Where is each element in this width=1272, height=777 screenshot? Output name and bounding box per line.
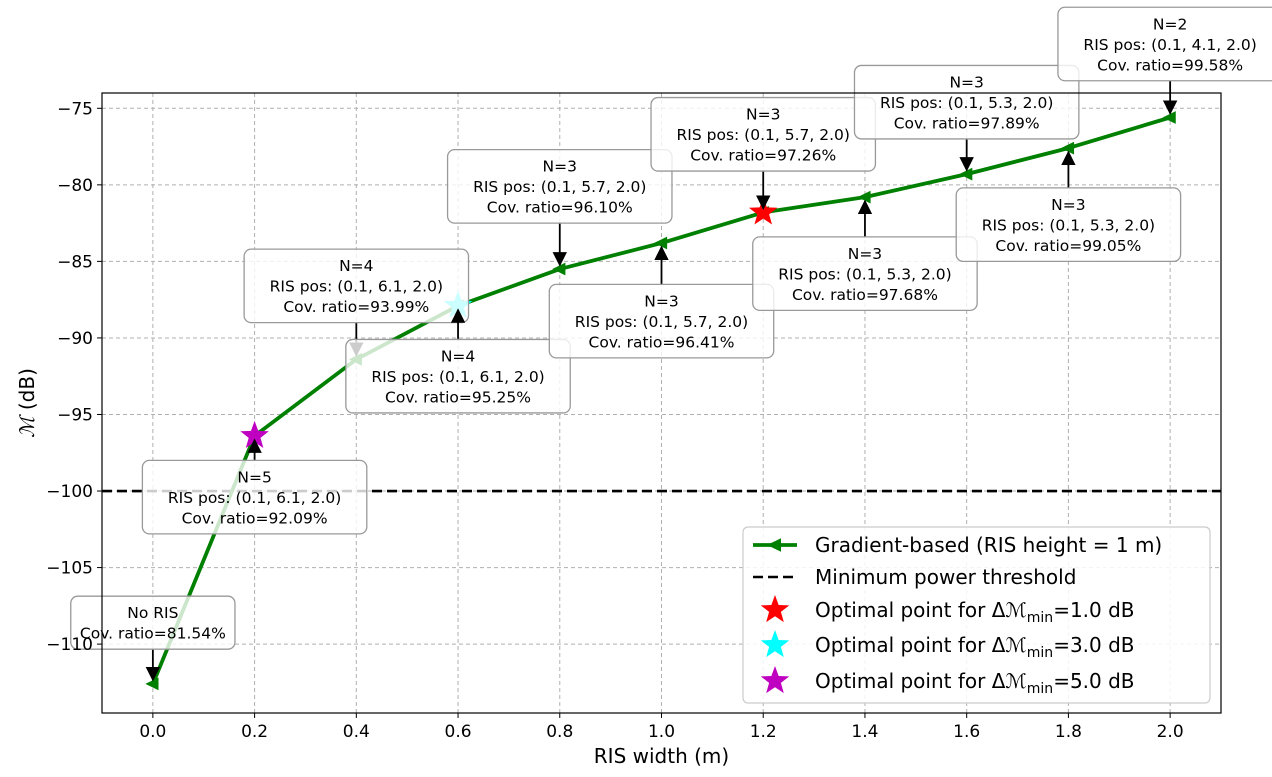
annotation-text: Cov. ratio=99.58% <box>1097 56 1243 74</box>
annotation: N=3 RIS pos: (0.1, 5.7, 2.0) Cov. ratio=96… <box>548 245 775 359</box>
x-tick-label: 1.4 <box>851 722 878 742</box>
annotation: N=4 RIS pos: (0.1, 6.1, 2.0) Cov. ratio=93… <box>243 248 470 357</box>
annotation-text: RIS pos: (0.1, 5.3, 2.0) <box>982 216 1155 234</box>
annotation-box <box>853 64 1080 140</box>
annotation-text: RIS pos: (0.1, 4.1, 2.0) <box>1083 36 1256 54</box>
series-point <box>552 262 566 276</box>
x-tick-label: 1.8 <box>1055 722 1082 742</box>
annotation-box <box>446 148 673 224</box>
annotation-text: N=3 <box>543 158 577 176</box>
annotation-text: N=2 <box>1153 15 1187 33</box>
annotation: N=2 RIS pos: (0.1, 4.1, 2.0) Cov. ratio=99… <box>1057 6 1272 115</box>
optimal-point-star <box>240 420 269 449</box>
legend-star <box>760 630 790 658</box>
x-tick-label: 1.2 <box>750 722 777 742</box>
x-tick-label: 0.0 <box>139 722 166 742</box>
annotation: N=4 RIS pos: (0.1, 6.1, 2.0) Cov. ratio=95… <box>345 308 571 414</box>
annotation-box <box>141 459 368 535</box>
legend-label-optimal: Optimal point for Δℳmin=1.0 dB <box>815 598 1135 626</box>
series-point <box>1060 141 1075 155</box>
annotation-text: Cov. ratio=92.09% <box>182 509 328 527</box>
x-tick-label: 2.0 <box>1157 722 1184 742</box>
series-point <box>959 167 973 181</box>
annotation-text: Cov. ratio=96.41% <box>589 333 735 351</box>
annotation-text: RIS pos: (0.1, 6.1, 2.0) <box>270 278 443 296</box>
annotation-text: N=5 <box>237 468 271 486</box>
annotation-box <box>752 236 978 312</box>
y-tick-label: −75 <box>57 99 93 119</box>
annotation-box <box>345 338 571 414</box>
annotation-text: Cov. ratio=97.68% <box>792 286 938 304</box>
legend-label-threshold: Minimum power threshold <box>815 565 1076 589</box>
annotation: N=5 RIS pos: (0.1, 6.1, 2.0) Cov. ratio=92… <box>141 438 368 535</box>
legend-star <box>760 666 790 694</box>
annotation-text: Cov. ratio=81.54% <box>80 625 226 643</box>
annotation-text: N=3 <box>848 245 882 263</box>
annotation-box <box>548 283 775 359</box>
annotation: N=3 RIS pos: (0.1, 5.3, 2.0) Cov. ratio=97… <box>853 64 1080 172</box>
x-tick-label: 0.8 <box>546 722 573 742</box>
annotation-text: Cov. ratio=97.89% <box>894 114 1040 132</box>
annotation-text: RIS pos: (0.1, 6.1, 2.0) <box>168 489 341 507</box>
annotation-text: RIS pos: (0.1, 6.1, 2.0) <box>371 368 544 386</box>
annotation-text: N=3 <box>949 73 983 91</box>
annotation: N=3 RIS pos: (0.1, 5.7, 2.0) Cov. ratio=97… <box>650 96 877 210</box>
y-axis-unit: (dB) <box>15 368 39 416</box>
x-axis-label: RIS width (m) <box>594 744 729 768</box>
annotation-text: Cov. ratio=96.10% <box>487 199 633 217</box>
annotation-text: RIS pos: (0.1, 5.3, 2.0) <box>880 94 1053 112</box>
annotation-text: N=3 <box>1051 196 1085 214</box>
legend-star <box>760 595 790 623</box>
annotation-text: Cov. ratio=93.99% <box>283 298 429 316</box>
annotation-text: N=4 <box>339 257 373 275</box>
legend: Gradient-based (RIS height = 1 m) Minimum… <box>742 526 1211 704</box>
annotation-text: RIS pos: (0.1, 5.7, 2.0) <box>677 126 850 144</box>
y-tick-label: −105 <box>46 559 93 579</box>
y-axis-symbol: ℳ <box>15 414 39 438</box>
legend-label-optimal: Optimal point for Δℳmin=3.0 dB <box>815 633 1135 661</box>
series-point <box>857 190 871 204</box>
series-point <box>145 677 159 691</box>
annotation-text: RIS pos: (0.1, 5.3, 2.0) <box>778 265 951 283</box>
annotation-text: Cov. ratio=99.05% <box>995 237 1141 255</box>
legend-label-optimal: Optimal point for Δℳmin=5.0 dB <box>815 669 1135 697</box>
series-point <box>1162 111 1176 124</box>
annotation: N=3 RIS pos: (0.1, 5.7, 2.0) Cov. ratio=96… <box>446 148 673 267</box>
annotation-box <box>70 595 236 650</box>
y-tick-label: −110 <box>46 635 93 655</box>
y-tick-label: −100 <box>46 482 93 502</box>
legend-label-series: Gradient-based (RIS height = 1 m) <box>815 533 1162 557</box>
x-tick-label: 1.0 <box>648 722 675 742</box>
y-axis-label: ℳ (dB) <box>15 368 39 438</box>
optimal-point-star <box>748 197 778 225</box>
annotation-text: No RIS <box>127 604 178 622</box>
annotation-text: RIS pos: (0.1, 5.7, 2.0) <box>575 313 748 331</box>
annotation-text: N=3 <box>644 292 678 310</box>
annotations: No RIS Cov. ratio=81.54% N=5 RIS pos: (0.1,… <box>70 6 1272 682</box>
x-tick-label: 0.2 <box>241 722 268 742</box>
annotation: N=3 RIS pos: (0.1, 5.3, 2.0) Cov. ratio=99… <box>955 150 1182 263</box>
annotation-box <box>243 248 470 324</box>
annotation: No RIS Cov. ratio=81.54% <box>70 595 236 682</box>
legend-box <box>742 526 1211 704</box>
annotation-text: N=3 <box>746 106 780 124</box>
x-tick-label: 0.6 <box>445 722 472 742</box>
annotation-box <box>1057 6 1272 82</box>
legend-series-marker <box>767 538 781 552</box>
y-tick-label: −80 <box>57 176 93 196</box>
y-tick-label: −90 <box>57 329 93 349</box>
annotation: N=3 RIS pos: (0.1, 5.3, 2.0) Cov. ratio=97… <box>752 199 978 312</box>
x-tick-label: 1.6 <box>953 722 980 742</box>
axis-ticks: 0.0 0.2 0.4 0.6 0.8 1.0 1.2 1.4 1.6 1.8 2.0 −110 −10… <box>46 99 1183 742</box>
x-tick-label: 0.4 <box>343 722 370 742</box>
annotation-text: Cov. ratio=95.25% <box>385 388 531 406</box>
annotation-text: N=4 <box>441 347 475 365</box>
annotation-text: Cov. ratio=97.26% <box>690 147 836 165</box>
y-tick-label: −85 <box>57 252 93 272</box>
y-tick-label: −95 <box>57 405 93 425</box>
series-point <box>654 236 668 250</box>
annotation-box <box>955 187 1182 263</box>
annotation-text: RIS pos: (0.1, 5.7, 2.0) <box>473 178 646 196</box>
